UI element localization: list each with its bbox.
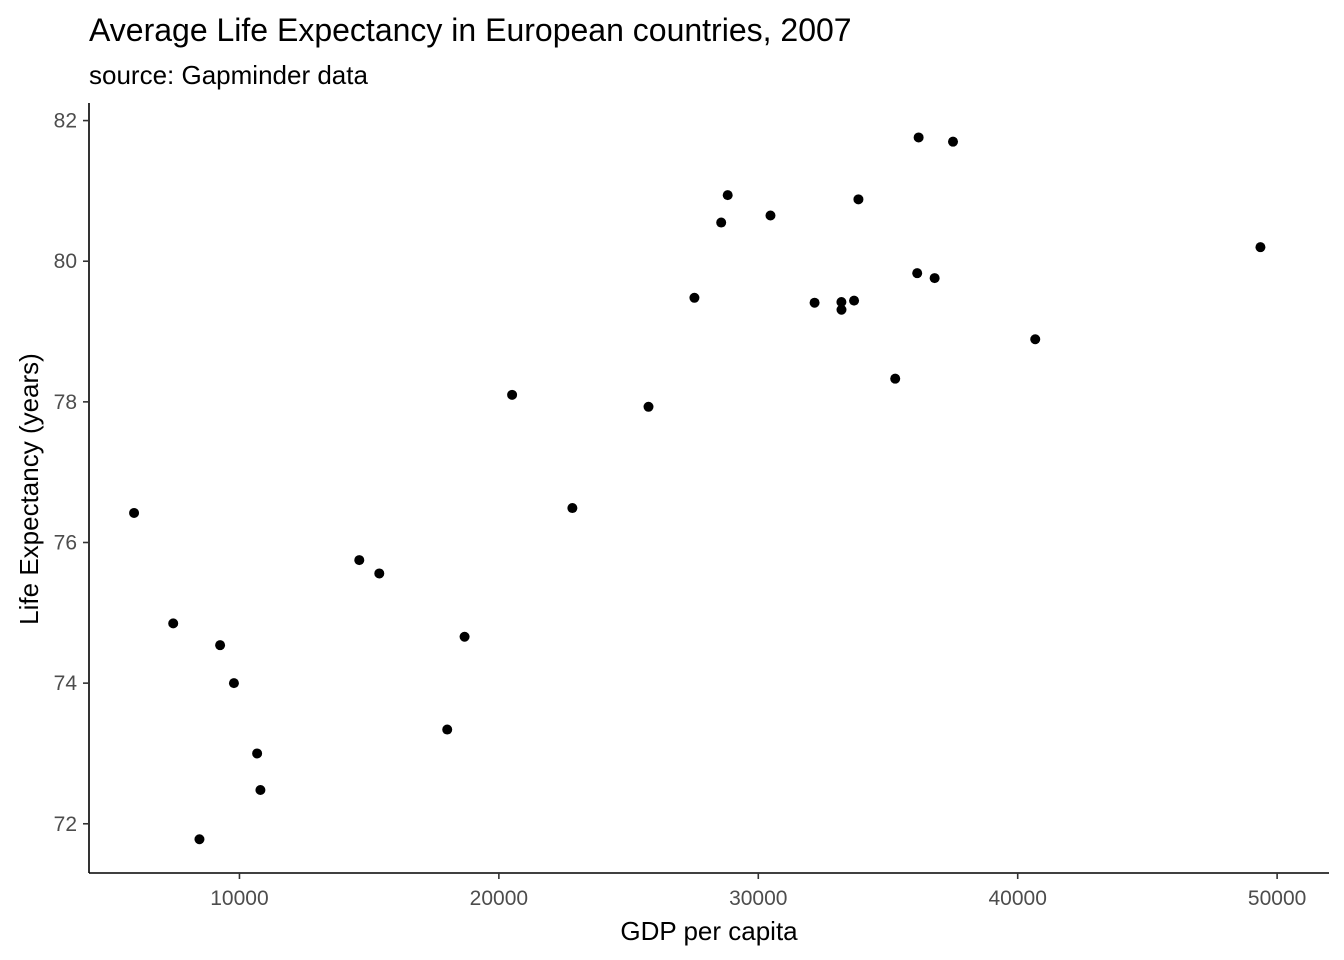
- data-point: [129, 507, 140, 518]
- data-point: [948, 136, 959, 147]
- x-tick-label: 30000: [729, 887, 787, 910]
- y-tick-label: 72: [54, 813, 77, 836]
- x-tick-label: 10000: [210, 887, 268, 910]
- x-tick-label: 20000: [470, 887, 528, 910]
- data-point: [228, 678, 239, 689]
- y-tick-label: 80: [54, 250, 77, 273]
- plot-area: 72 74 76 78 80 82 10000 20000 30000 40000 50000: [54, 103, 1329, 910]
- y-tick-label: 78: [54, 391, 77, 414]
- data-point: [913, 132, 924, 143]
- data-point: [194, 834, 205, 845]
- x-tick-label: 50000: [1248, 887, 1306, 910]
- data-point: [836, 304, 847, 315]
- data-point: [722, 190, 733, 201]
- data-point: [567, 503, 578, 514]
- data-point: [1255, 242, 1266, 253]
- data-point: [716, 217, 727, 228]
- data-point: [507, 389, 518, 400]
- data-point: [836, 297, 847, 308]
- y-tick-label: 74: [54, 672, 78, 695]
- data-point: [168, 618, 179, 629]
- data-point: [765, 210, 776, 221]
- data-point: [929, 273, 940, 284]
- data-point: [354, 555, 365, 566]
- data-point: [849, 295, 860, 306]
- x-tick-label: 40000: [988, 887, 1046, 910]
- data-point: [215, 640, 226, 651]
- y-tick-label: 82: [54, 110, 77, 133]
- x-axis-title: GDP per capita: [620, 916, 798, 946]
- data-point: [1030, 334, 1041, 345]
- data-point: [374, 568, 385, 579]
- y-axis-title: Life Expectancy (years): [14, 353, 44, 625]
- data-point: [809, 297, 820, 308]
- data-point: [689, 292, 700, 303]
- data-point: [853, 194, 864, 205]
- data-point: [252, 748, 263, 759]
- data-point: [459, 631, 470, 642]
- y-axis-ticks: 72 74 76 78 80 82: [54, 110, 89, 836]
- x-axis-ticks: 10000 20000 30000 40000 50000: [210, 873, 1306, 910]
- chart-subtitle: source: Gapminder data: [89, 60, 368, 90]
- data-point: [912, 268, 923, 279]
- data-point: [890, 373, 901, 384]
- chart-title: Average Life Expectancy in European coun…: [89, 12, 852, 48]
- data-point: [442, 724, 453, 735]
- data-points: [129, 132, 1266, 845]
- data-point: [643, 401, 654, 412]
- data-point: [255, 785, 266, 796]
- y-tick-label: 76: [54, 531, 77, 554]
